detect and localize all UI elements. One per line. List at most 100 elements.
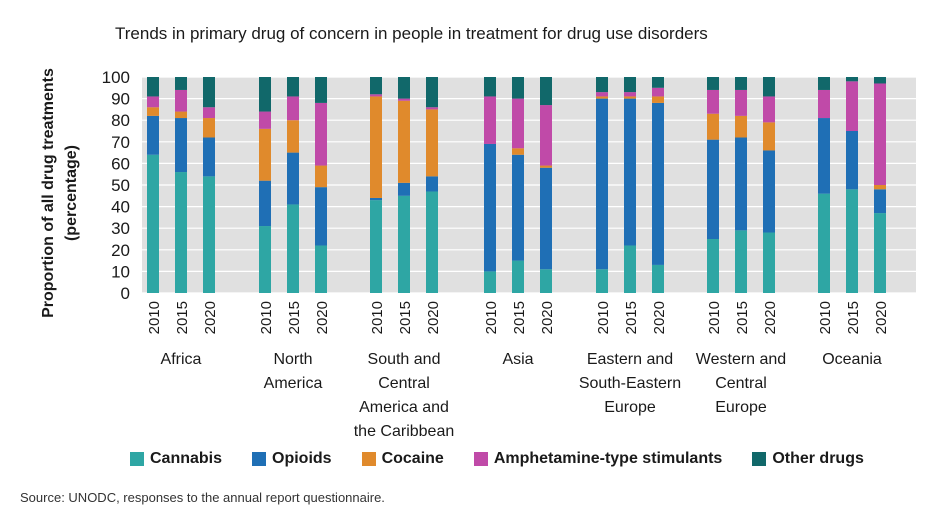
legend-label-cocaine: Cocaine <box>381 450 444 467</box>
bar-segment-south-and-central-america-and-the-caribbean-2010-cannabis <box>370 200 382 293</box>
bar-segment-africa-2020-cocaine <box>203 118 215 138</box>
bar-segment-south-and-central-america-and-the-caribbean-2015-cocaine <box>398 100 410 183</box>
bar-segment-western-and-central-europe-2010-opioids <box>707 139 719 239</box>
bar-segment-western-and-central-europe-2020-other-drugs <box>763 77 775 97</box>
bar-segment-africa-2010-cocaine <box>147 107 159 116</box>
source-note: Source: UNODC, responses to the annual r… <box>20 490 385 505</box>
bar-segment-western-and-central-europe-2010-other-drugs <box>707 77 719 90</box>
bar-segment-western-and-central-europe-2015-opioids <box>735 137 747 231</box>
bar-segment-western-and-central-europe-2020-amphetamine-type-stimulants <box>763 96 775 123</box>
group-label-western-and-central-europe-line-2: Central <box>715 375 767 392</box>
bar-segment-eastern-and-south-eastern-europe-2015-amphetamine-type-stimulants <box>624 92 636 97</box>
x-tick-label-western-and-central-europe-2010: 2010 <box>706 301 723 334</box>
legend-label-other-drugs: Other drugs <box>772 450 864 467</box>
bar-segment-asia-2015-cocaine <box>512 148 524 155</box>
legend-item-opioids: Opioids <box>252 450 332 468</box>
bar-segment-western-and-central-europe-2015-amphetamine-type-stimulants <box>735 89 747 116</box>
legend-label-opioids: Opioids <box>272 450 332 467</box>
bar-segment-south-and-central-america-and-the-caribbean-2010-opioids <box>370 197 382 201</box>
bar-segment-eastern-and-south-eastern-europe-2010-opioids <box>596 98 608 270</box>
bar-segment-eastern-and-south-eastern-europe-2020-opioids <box>652 102 664 265</box>
y-tick-label-70: 70 <box>111 133 130 152</box>
bar-segment-asia-2020-opioids <box>540 167 552 270</box>
bar-segment-eastern-and-south-eastern-europe-2015-cocaine <box>624 96 636 99</box>
bar-segment-eastern-and-south-eastern-europe-2020-other-drugs <box>652 77 664 88</box>
group-label-oceania-line-1: Oceania <box>822 351 882 368</box>
bar-segment-africa-2020-amphetamine-type-stimulants <box>203 107 215 119</box>
group-label-eastern-and-south-eastern-europe-line-1: Eastern and <box>587 351 673 368</box>
x-tick-label-asia-2015: 2015 <box>511 301 528 334</box>
group-label-south-and-central-america-and-the-caribbean-line-3: America and <box>359 399 449 416</box>
legend-item-cannabis: Cannabis <box>130 450 222 468</box>
bar-segment-south-and-central-america-and-the-caribbean-2020-cocaine <box>426 109 438 177</box>
bar-segment-north-america-2010-amphetamine-type-stimulants <box>259 111 271 129</box>
bar-segment-eastern-and-south-eastern-europe-2010-amphetamine-type-stimulants <box>596 92 608 97</box>
bar-segment-oceania-2010-cannabis <box>818 193 830 293</box>
legend-item-amphetamines: Amphetamine-type stimulants <box>473 450 722 468</box>
bar-segment-north-america-2020-cocaine <box>315 165 327 188</box>
group-label-south-and-central-america-and-the-caribbean-line-4: the Caribbean <box>354 423 455 440</box>
bar-segment-africa-2020-other-drugs <box>203 77 215 108</box>
bar-segment-eastern-and-south-eastern-europe-2020-cannabis <box>652 264 664 293</box>
legend: Cannabis Opioids Cocaine Amphetamine-typ… <box>130 450 894 468</box>
y-tick-label-90: 90 <box>111 90 130 109</box>
bar-segment-south-and-central-america-and-the-caribbean-2020-cannabis <box>426 191 438 293</box>
y-tick-label-80: 80 <box>111 111 130 130</box>
bar-segment-africa-2020-cannabis <box>203 176 215 293</box>
chart-title: Trends in primary drug of concern in peo… <box>115 24 708 43</box>
bar-segment-south-and-central-america-and-the-caribbean-2015-cannabis <box>398 195 410 293</box>
bar-segment-asia-2010-other-drugs <box>484 77 496 97</box>
bar-segment-north-america-2020-other-drugs <box>315 77 327 103</box>
bar-segment-africa-2015-cocaine <box>175 111 187 119</box>
group-label-north-america-line-1: North <box>273 351 312 368</box>
legend-swatch-cannabis <box>130 452 144 466</box>
bar-segment-north-america-2015-opioids <box>287 152 299 205</box>
bar-segment-eastern-and-south-eastern-europe-2020-cocaine <box>652 96 664 103</box>
bar-segment-oceania-2015-other-drugs <box>846 77 858 82</box>
bar-segment-north-america-2010-other-drugs <box>259 77 271 112</box>
group-label-africa-line-1: Africa <box>161 351 202 368</box>
bar-segment-south-and-central-america-and-the-caribbean-2020-other-drugs <box>426 77 438 108</box>
bar-segment-asia-2015-opioids <box>512 154 524 261</box>
group-label-south-and-central-america-and-the-caribbean-line-1: South and <box>368 351 441 368</box>
bar-segment-north-america-2015-cocaine <box>287 120 299 153</box>
bar-segment-north-america-2020-cannabis <box>315 245 327 293</box>
y-tick-label-10: 10 <box>111 262 130 281</box>
legend-swatch-amphetamines <box>473 452 488 466</box>
legend-swatch-cocaine <box>361 452 376 466</box>
bar-segment-western-and-central-europe-2010-cocaine <box>707 113 719 140</box>
x-tick-label-north-america-2010: 2010 <box>258 301 275 334</box>
bar-segment-north-america-2015-other-drugs <box>287 77 299 97</box>
bar-segment-asia-2020-cannabis <box>540 269 552 293</box>
bar-segment-western-and-central-europe-2015-cocaine <box>735 115 747 138</box>
bar-segment-south-and-central-america-and-the-caribbean-2010-cocaine <box>370 96 382 198</box>
x-tick-label-africa-2020: 2020 <box>202 301 219 334</box>
bar-segment-oceania-2020-cannabis <box>874 213 886 293</box>
bar-segment-western-and-central-europe-2010-cannabis <box>707 239 719 293</box>
group-label-eastern-and-south-eastern-europe-line-2: South-Eastern <box>579 375 681 392</box>
bar-segment-asia-2020-other-drugs <box>540 77 552 106</box>
bar-segment-north-america-2015-cannabis <box>287 204 299 293</box>
x-tick-label-oceania-2020: 2020 <box>873 301 890 334</box>
bar-segment-western-and-central-europe-2020-opioids <box>763 150 775 233</box>
bar-segment-eastern-and-south-eastern-europe-2015-other-drugs <box>624 77 636 93</box>
bar-segment-eastern-and-south-eastern-europe-2010-other-drugs <box>596 77 608 93</box>
x-tick-label-western-and-central-europe-2015: 2015 <box>734 301 751 334</box>
bar-segment-oceania-2010-opioids <box>818 118 830 194</box>
y-tick-label-40: 40 <box>111 198 130 217</box>
bar-segment-oceania-2020-amphetamine-type-stimulants <box>874 83 886 185</box>
y-axis-label-line-1: Proportion of all drug treatments <box>40 68 57 318</box>
bar-segment-eastern-and-south-eastern-europe-2015-opioids <box>624 98 636 246</box>
x-tick-label-western-and-central-europe-2020: 2020 <box>762 301 779 334</box>
y-tick-label-20: 20 <box>111 241 130 260</box>
legend-swatch-other-drugs <box>752 452 767 466</box>
bar-segment-north-america-2010-opioids <box>259 180 271 227</box>
group-label-north-america-line-2: America <box>264 375 323 392</box>
bar-segment-western-and-central-europe-2015-cannabis <box>735 230 747 293</box>
x-tick-label-asia-2010: 2010 <box>483 301 500 334</box>
x-tick-label-africa-2010: 2010 <box>146 301 163 334</box>
x-tick-label-eastern-and-south-eastern-europe-2015: 2015 <box>623 301 640 334</box>
legend-item-cocaine: Cocaine <box>361 450 444 468</box>
bar-segment-africa-2015-cannabis <box>175 172 187 293</box>
bar-segment-south-and-central-america-and-the-caribbean-2010-amphetamine-type-stimulants <box>370 94 382 97</box>
